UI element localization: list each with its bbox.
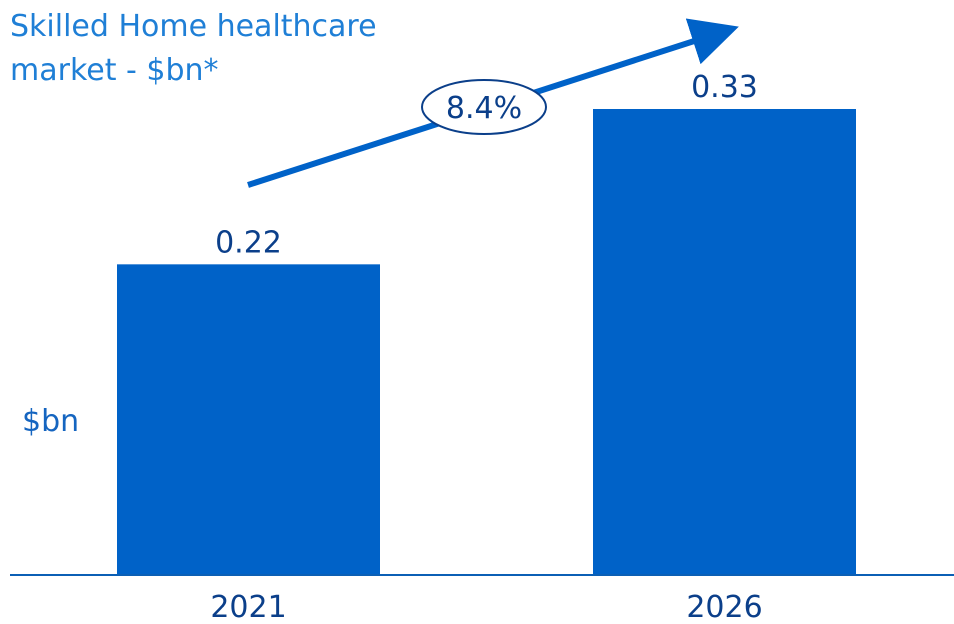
- bar-value-label-2026: 0.33: [691, 70, 758, 105]
- bars-group: 0.22 2021 0.33 2026: [117, 70, 856, 624]
- bar-2026: [593, 109, 856, 575]
- chart-title-line-1: Skilled Home healthcare: [10, 9, 377, 44]
- y-axis-label: $bn: [22, 404, 79, 439]
- bar-2021: [117, 264, 380, 575]
- x-tick-label-2026: 2026: [686, 590, 762, 624]
- cagr-badge: [421, 79, 547, 135]
- x-tick-label-2021: 2021: [210, 590, 286, 624]
- chart-title-line-2: market - $bn*: [10, 53, 219, 88]
- cagr-label: 8.4%: [446, 91, 522, 126]
- bar-value-label-2021: 0.22: [215, 225, 282, 260]
